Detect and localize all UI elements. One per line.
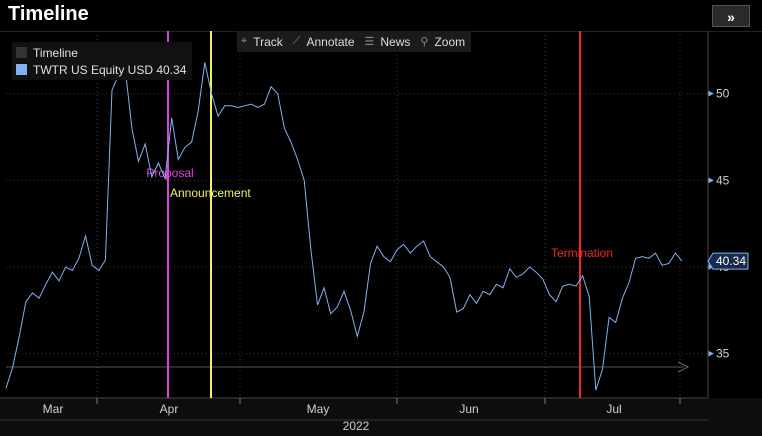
x-month-label-apr: Apr bbox=[160, 402, 179, 416]
y-tick-marker-50 bbox=[708, 90, 714, 97]
x-month-label-jun: Jun bbox=[459, 402, 478, 416]
x-year-label: 2022 bbox=[343, 419, 370, 433]
news-icon: ☰ bbox=[364, 36, 375, 48]
news-button[interactable]: ☰ News bbox=[361, 31, 417, 52]
legend-swatch-timeline bbox=[16, 47, 27, 58]
x-axis-band bbox=[0, 398, 762, 436]
legend-label-timeline: Timeline bbox=[33, 45, 78, 60]
x-month-label-may: May bbox=[307, 402, 330, 416]
zoom-button[interactable]: ⚲ Zoom bbox=[416, 31, 471, 52]
legend-item-twtr: TWTR US Equity USD 40.34 bbox=[16, 61, 186, 78]
crosshair-icon: ⌖ bbox=[241, 35, 248, 47]
last-value-label: 40.34 bbox=[716, 254, 746, 268]
pencil-icon: ⟋ bbox=[292, 35, 301, 47]
y-tick-label-45: 45 bbox=[716, 173, 730, 187]
legend: Timeline TWTR US Equity USD 40.34 bbox=[12, 42, 193, 80]
event-label-announcement: Announcement bbox=[170, 186, 251, 200]
price-chart[interactable]: 35404550MarAprMayJunJul2022ProposalAnnou… bbox=[0, 31, 762, 436]
y-tick-label-35: 35 bbox=[716, 347, 730, 361]
chart-toolbar: ⌖ Track ⟋ Annotate ☰ News ⚲ Zoom bbox=[237, 31, 472, 52]
expand-button[interactable]: » bbox=[712, 5, 750, 27]
last-value-box bbox=[707, 252, 749, 270]
y-tick-marker-45 bbox=[708, 177, 714, 184]
x-month-label-mar: Mar bbox=[43, 402, 64, 416]
track-button[interactable]: ⌖ Track bbox=[237, 31, 289, 52]
annotate-label: Annotate bbox=[306, 34, 355, 49]
baseline-arrow bbox=[677, 361, 690, 373]
event-label-proposal: Proposal bbox=[146, 166, 193, 180]
track-label: Track bbox=[253, 34, 283, 49]
zoom-label: Zoom bbox=[434, 34, 466, 49]
magnifier-icon: ⚲ bbox=[420, 36, 429, 48]
y-tick-label-50: 50 bbox=[716, 87, 730, 101]
event-label-termination: Termination bbox=[551, 246, 613, 260]
y-tick-marker-40 bbox=[708, 264, 714, 270]
annotate-button[interactable]: ⟋ Annotate bbox=[289, 31, 361, 52]
news-label: News bbox=[380, 34, 411, 49]
legend-label-twtr: TWTR US Equity USD 40.34 bbox=[33, 62, 187, 77]
panel-title: Timeline bbox=[8, 3, 89, 25]
y-tick-marker-35 bbox=[708, 350, 714, 357]
legend-swatch-twtr bbox=[16, 64, 27, 75]
x-month-label-jul: Jul bbox=[606, 402, 621, 416]
legend-item-timeline: Timeline bbox=[16, 44, 186, 61]
title-bar: Timeline » bbox=[0, 0, 762, 32]
